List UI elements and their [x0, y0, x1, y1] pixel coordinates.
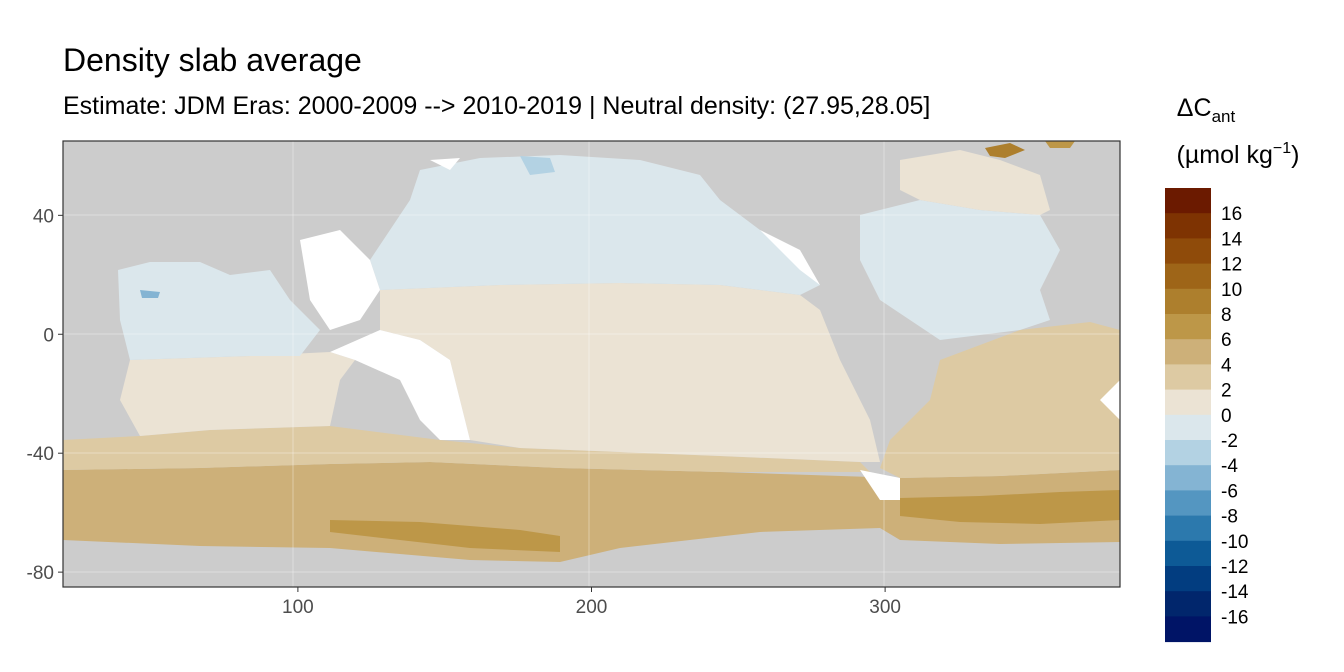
- legend-swatch: [1165, 188, 1211, 214]
- region-subpolar-atlantic: [900, 150, 1050, 215]
- legend-swatch: [1165, 314, 1211, 340]
- region-north-pacific: [370, 155, 820, 295]
- region-south-indian: [120, 352, 355, 436]
- legend-label: -12: [1221, 557, 1248, 578]
- coastal-gaps: [300, 158, 1120, 500]
- legend-colorbar: 16 14 12 10 8 6 4 2 0 -2 -4 -6 -8 -10 -12 -14 -16: [1165, 188, 1249, 643]
- legend-label: 0: [1221, 406, 1232, 427]
- region-north-indian: [118, 262, 320, 360]
- region-southern-ocean: [63, 462, 1120, 562]
- y-tick-label: -40: [27, 444, 54, 465]
- legend-swatch: [1165, 566, 1211, 592]
- legend-label: -10: [1221, 532, 1248, 553]
- legend-swatch: [1165, 364, 1211, 391]
- region-subarctic-atlantic-2: [1045, 141, 1075, 148]
- legend-label: 8: [1221, 305, 1232, 326]
- region-southern-ocean-dark: [330, 520, 560, 552]
- legend-swatch: [1165, 540, 1211, 567]
- legend-label: -14: [1221, 582, 1249, 603]
- legend-label: -6: [1221, 481, 1238, 502]
- legend-swatch: [1165, 213, 1211, 239]
- legend-label: 10: [1221, 280, 1242, 301]
- x-tick-label: 100: [282, 597, 314, 618]
- chart-subtitle: Estimate: JDM Eras: 2000-2009 --> 2010-2…: [63, 92, 931, 120]
- legend-label: 2: [1221, 381, 1232, 402]
- legend-swatch: [1165, 440, 1211, 466]
- region-subarctic-atlantic: [985, 143, 1025, 158]
- chart-title: Density slab average: [63, 42, 362, 78]
- x-axis: 100 200 300: [282, 587, 901, 618]
- x-tick-label: 300: [869, 597, 901, 618]
- legend-swatch: [1165, 339, 1211, 365]
- legend-swatch: [1165, 414, 1211, 441]
- legend-label: 12: [1221, 255, 1242, 276]
- legend-label: 14: [1221, 229, 1243, 250]
- legend-swatch: [1165, 288, 1211, 315]
- legend-swatch: [1165, 515, 1211, 542]
- legend-label: 4: [1221, 355, 1232, 376]
- legend-label: -8: [1221, 507, 1238, 528]
- region-south-atlantic: [880, 322, 1120, 478]
- y-axis: 40 0 -40 -80: [27, 206, 63, 584]
- region-okhotsk: [520, 156, 555, 175]
- y-tick-label: 40: [33, 206, 54, 227]
- region-south-band: [63, 426, 870, 472]
- x-tick-label: 200: [576, 597, 608, 618]
- legend: ΔCant (µmol kg−1) 16 14 12 10 8 6 4 2 0 -2 -4 -6 -8 -…: [1165, 94, 1300, 643]
- legend-swatch: [1165, 616, 1211, 643]
- y-tick-label: 0: [43, 325, 54, 346]
- legend-label: -2: [1221, 431, 1238, 452]
- legend-swatch: [1165, 238, 1211, 265]
- region-north-atlantic: [860, 200, 1060, 340]
- region-tropical-south-pacific: [380, 283, 880, 462]
- legend-label: 16: [1221, 204, 1242, 225]
- legend-label: -4: [1221, 456, 1238, 477]
- legend-swatch: [1165, 389, 1211, 416]
- y-tick-label: -80: [27, 563, 54, 584]
- legend-label: 6: [1221, 330, 1232, 351]
- region-red-sea: [140, 290, 160, 298]
- legend-swatch: [1165, 591, 1211, 617]
- legend-title: ΔCant: [1177, 94, 1236, 126]
- legend-unit: (µmol kg−1): [1177, 140, 1300, 169]
- legend-label: -16: [1221, 607, 1248, 628]
- gridlines: [63, 141, 1120, 587]
- map-panel: [63, 141, 1120, 587]
- legend-swatch: [1165, 465, 1211, 491]
- legend-swatch: [1165, 263, 1211, 290]
- legend-swatch: [1165, 490, 1211, 517]
- region-southern-ocean-dark-2: [900, 490, 1120, 524]
